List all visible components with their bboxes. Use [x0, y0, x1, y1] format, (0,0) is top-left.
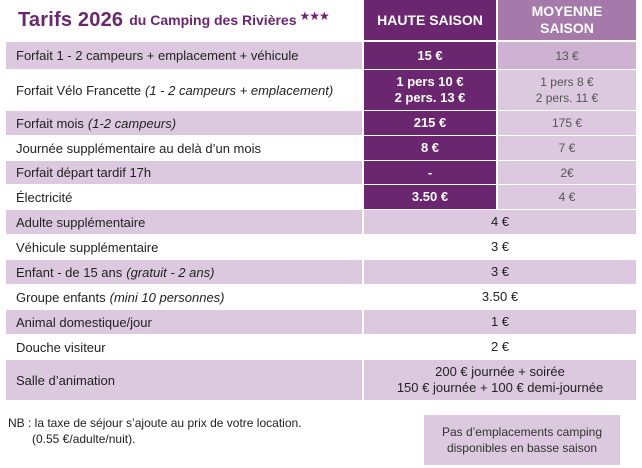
row-label-text: Forfait mois: [16, 115, 84, 131]
table-row: Groupe enfants (mini 10 personnes) 3.50 …: [6, 284, 636, 309]
tax-note-line1: NB : la taxe de séjour s’ajoute au prix …: [8, 416, 302, 430]
row-label-text: Forfait Vélo Francette: [16, 82, 141, 98]
row-label: Douche visiteur: [6, 334, 362, 359]
row-label-note: (mini 10 personnes): [109, 289, 225, 305]
table-row: Enfant - de 15 ans (gratuit - 2 ans) 3 €: [6, 259, 636, 284]
row-label-text: Véhicule supplémentaire: [16, 239, 159, 255]
price-all-seasons: 1 €: [364, 309, 636, 334]
row-label-text: Douche visiteur: [16, 339, 106, 355]
row-label: Forfait 1 - 2 campeurs + emplacement + v…: [6, 41, 362, 69]
price-all-seasons: 4 €: [364, 209, 636, 234]
price-haute-line2: 2 pers. 13 €: [394, 90, 466, 105]
row-label: Électricité: [6, 184, 362, 209]
tax-note-line2: (0.55 €/adulte/nuit).: [32, 432, 136, 446]
low-season-line2: disponibles en basse saison: [446, 441, 598, 455]
tax-note: NB : la taxe de séjour s’ajoute au prix …: [8, 415, 302, 447]
row-label-note: (1 - 2 campeurs + emplacement): [145, 82, 334, 98]
table-row: Animal domestique/jour 1 €: [6, 309, 636, 334]
low-season-notice: Pas d’emplacements camping disponibles e…: [424, 415, 620, 465]
row-label-text: Adulte supplémentaire: [16, 214, 146, 230]
row-label: Animal domestique/jour: [6, 309, 362, 334]
price-line1: 200 € journée + soirée: [435, 364, 565, 379]
table-row: Électricité 3.50 € 4 €: [6, 184, 636, 209]
price-moyenne-line2: 2 pers. 11 €: [535, 91, 599, 105]
price-haute-saison: 1 pers 10 € 2 pers. 13 €: [364, 69, 496, 110]
row-label-text: Forfait départ tardif 17h: [16, 165, 152, 180]
price-haute-saison: 15 €: [364, 41, 496, 69]
row-label-text: Forfait 1 - 2 campeurs + emplacement + v…: [16, 48, 299, 63]
row-label-note: (gratuit - 2 ans): [126, 264, 215, 280]
row-label-text: Animal domestique/jour: [16, 314, 152, 330]
page-title: Tarifs 2026 du Camping des Rivières ★★★: [6, 0, 362, 40]
row-label-text: Journée supplémentaire au delà d’un mois: [16, 140, 261, 156]
row-label: Groupe enfants (mini 10 personnes): [6, 284, 362, 309]
table-row: Forfait départ tardif 17h - 2€: [6, 160, 636, 184]
table-row: Adulte supplémentaire 4 €: [6, 209, 636, 234]
title-main: Tarifs 2026: [18, 8, 124, 31]
price-haute-saison: 3.50 €: [364, 184, 496, 209]
title-subtitle: du Camping des Rivières: [129, 12, 297, 28]
table-row: Forfait 1 - 2 campeurs + emplacement + v…: [6, 41, 636, 69]
price-haute-saison: 8 €: [364, 135, 496, 160]
price-moyenne-line1: 1 pers 8 €: [540, 75, 594, 89]
price-moyenne-saison: 4 €: [498, 184, 636, 209]
row-label: Salle d’animation: [6, 359, 362, 400]
price-line2: 150 € journée + 100 € demi-journée: [396, 380, 604, 395]
price-all-seasons: 2 €: [364, 334, 636, 359]
row-label-text: Enfant - de 15 ans: [16, 264, 123, 280]
row-label: Véhicule supplémentaire: [6, 234, 362, 259]
low-season-line1: Pas d’emplacements camping: [441, 425, 603, 439]
price-moyenne-saison: 175 €: [498, 110, 636, 135]
column-header-haute-saison: HAUTE SAISON: [364, 0, 496, 40]
price-all-seasons: 200 € journée + soirée 150 € journée + 1…: [364, 359, 636, 400]
price-moyenne-saison: 13 €: [498, 41, 636, 69]
row-label: Forfait mois (1-2 campeurs): [6, 110, 362, 135]
table-row: Journée supplémentaire au delà d’un mois…: [6, 135, 636, 160]
row-label: Journée supplémentaire au delà d’un mois: [6, 135, 362, 160]
table-row: Salle d’animation 200 € journée + soirée…: [6, 359, 636, 400]
row-label-text: Salle d’animation: [16, 372, 116, 388]
column-header-moyenne-line2: SAISON: [540, 20, 594, 36]
table-row: Forfait mois (1-2 campeurs) 215 € 175 €: [6, 110, 636, 135]
price-all-seasons: 3.50 €: [364, 284, 636, 309]
price-moyenne-saison: 7 €: [498, 135, 636, 160]
price-all-seasons: 3 €: [364, 234, 636, 259]
row-label-text: Électricité: [16, 189, 73, 205]
price-haute-saison: -: [364, 160, 496, 184]
row-label: Adulte supplémentaire: [6, 209, 362, 234]
price-haute-saison: 215 €: [364, 110, 496, 135]
price-all-seasons: 3 €: [364, 259, 636, 284]
star-rating-icon: ★★★: [299, 9, 330, 23]
column-header-moyenne-saison: MOYENNE SAISON: [498, 0, 636, 40]
table-row: Douche visiteur 2 €: [6, 334, 636, 359]
row-label: Forfait départ tardif 17h: [6, 160, 362, 184]
table-row: Forfait Vélo Francette (1 - 2 campeurs +…: [6, 69, 636, 110]
row-label: Enfant - de 15 ans (gratuit - 2 ans): [6, 259, 362, 284]
row-label-note: (1-2 campeurs): [87, 115, 177, 131]
row-label-text: Groupe enfants: [16, 289, 106, 305]
price-moyenne-saison: 2€: [498, 160, 636, 184]
table-row: Véhicule supplémentaire 3 €: [6, 234, 636, 259]
column-header-moyenne-line1: MOYENNE: [531, 3, 603, 19]
price-moyenne-saison: 1 pers 8 € 2 pers. 11 €: [498, 69, 636, 110]
price-haute-line1: 1 pers 10 €: [396, 74, 464, 89]
row-label: Forfait Vélo Francette (1 - 2 campeurs +…: [6, 69, 362, 110]
